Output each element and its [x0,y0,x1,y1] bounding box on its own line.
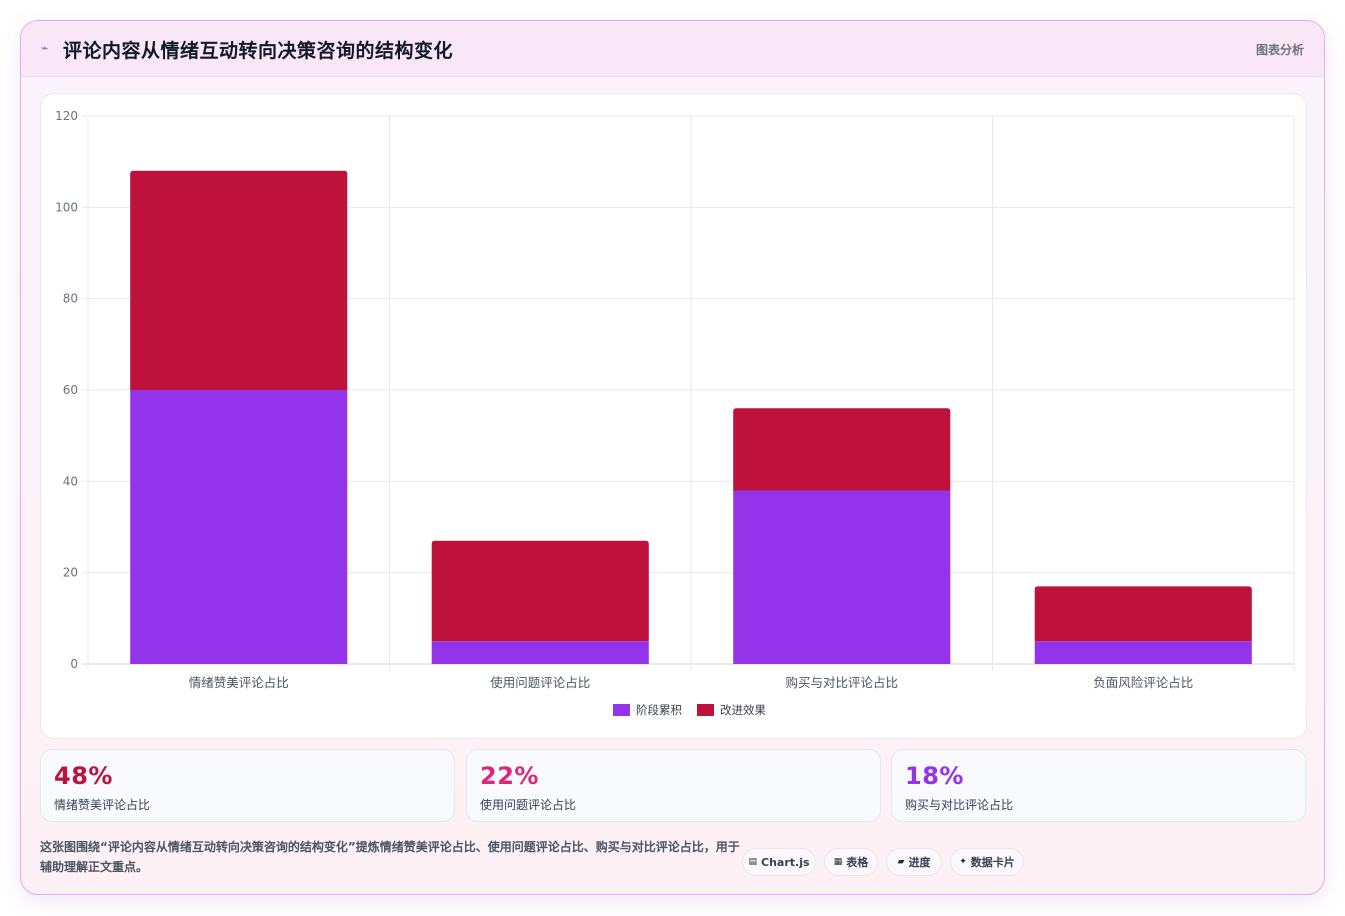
legend-swatch [697,704,714,716]
y-tick-label: 60 [63,383,78,397]
chart-panel: 0 20 40 60 80 100 120 情绪赞美评论占比 使用问题评论占比 购买与对比评论占比… [40,93,1307,739]
legend-label: 阶段累积 [636,703,682,717]
x-tick-label: 情绪赞美评论占比 [189,675,289,690]
trend-line-icon: ⌁ [41,41,49,55]
bar-segment [733,408,951,491]
legend-label: 改进效果 [720,703,766,717]
stat-value: 18% [905,762,964,790]
stacked-bar-chart: 0 20 40 60 80 100 120 情绪赞美评论占比 使用问题评论占比 购买与对比评论占比… [55,109,1295,717]
card-header: ⌁ 评论内容从情绪互动转向决策咨询的结构变化 图表分析 [21,21,1324,77]
progress-icon: ▰ [897,857,905,867]
chart-title: 评论内容从情绪互动转向决策咨询的结构变化 [63,40,454,62]
stat-label: 购买与对比评论占比 [905,798,1014,812]
stat-card-emotion: 48% 情绪赞美评论占比 [40,749,455,822]
chip-label: 表格 [846,856,869,869]
chip-progress[interactable]: ▰ 进度 [886,848,942,876]
sparkle-icon: ✦ [959,857,967,867]
y-tick-label: 40 [63,474,78,488]
stat-label: 使用问题评论占比 [480,798,577,812]
chart-description: 这张图围绕“评论内容从情绪互动转向决策咨询的结构变化”提炼情绪赞美评论占比、使用… [40,840,740,874]
bar-segment [431,540,649,642]
bar-segment [130,170,348,390]
y-tick-label: 100 [55,200,78,214]
stat-label: 情绪赞美评论占比 [54,798,151,812]
bar-segment [1034,586,1252,642]
y-tick-label: 80 [63,292,78,306]
chip-label: Chart.js [761,855,810,869]
chip-label: 进度 [908,856,931,869]
x-tick-label: 使用问题评论占比 [490,675,590,690]
bar-segment [431,641,649,664]
y-tick-label: 0 [70,657,78,671]
chart-card: ⌁ 评论内容从情绪互动转向决策咨询的结构变化 图表分析 0 20 40 60 80 100… [20,20,1325,895]
stat-value: 48% [54,762,113,790]
bar-segment [733,490,951,664]
stat-card-usage: 22% 使用问题评论占比 [466,749,881,822]
y-tick-label: 20 [63,566,78,580]
chip-data-cards[interactable]: ✦ 数据卡片 [950,848,1024,876]
y-tick-label: 120 [55,109,78,123]
stat-value: 22% [480,762,539,790]
x-tick-label: 负面风险评论占比 [1093,675,1193,690]
bar-segment [130,390,348,664]
chip-label: 数据卡片 [970,856,1015,869]
legend-swatch [613,704,630,716]
stat-card-purchase: 18% 购买与对比评论占比 [891,749,1306,822]
chart-analysis-tag: 图表分析 [1255,43,1304,57]
chip-chartjs[interactable]: ▤ Chart.js [742,848,816,876]
bar-segment [1034,641,1252,664]
x-tick-label: 购买与对比评论占比 [785,675,898,690]
table-icon: ▦ [833,857,843,867]
chart-icon: ▤ [748,857,757,867]
chip-table[interactable]: ▦ 表格 [824,848,878,876]
